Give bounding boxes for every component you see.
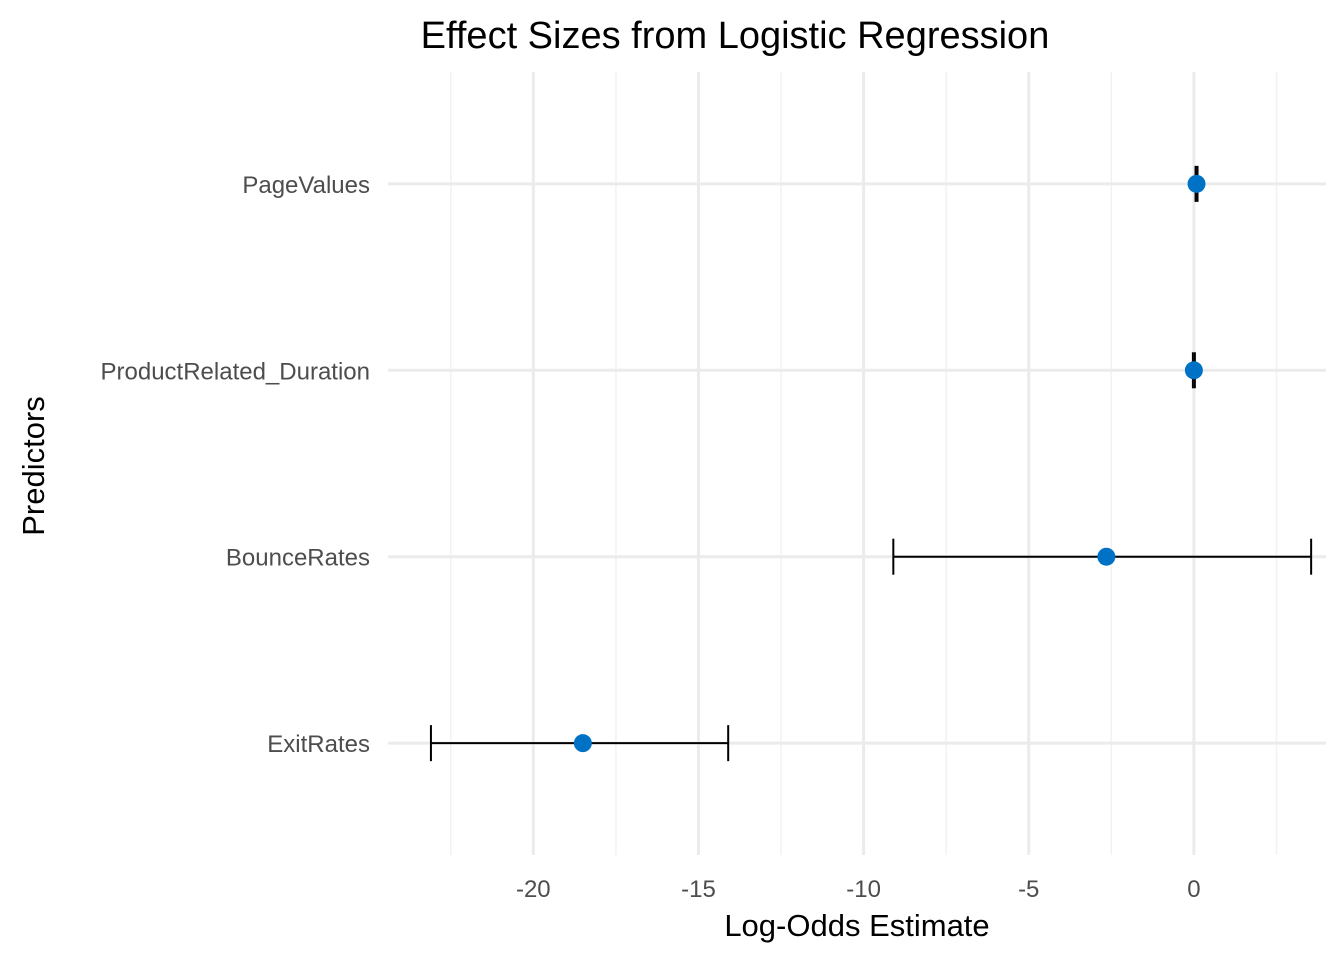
x-tick-label: -10 bbox=[846, 876, 881, 903]
grid-layer bbox=[388, 72, 1326, 855]
y-tick-label: PageValues bbox=[242, 172, 370, 199]
point-layer bbox=[573, 174, 1206, 753]
estimate-point bbox=[1187, 174, 1206, 193]
errorbar-layer bbox=[429, 165, 1313, 762]
x-tick-labels: -20 -15 -10 -5 0 bbox=[516, 876, 1201, 903]
y-tick-label: BounceRates bbox=[226, 545, 370, 572]
y-tick-label: ExitRates bbox=[267, 731, 370, 758]
x-tick-label: -15 bbox=[681, 876, 716, 903]
y-tick-labels: ExitRates BounceRates ProductRelated_Durat… bbox=[101, 172, 371, 758]
estimate-point bbox=[1097, 547, 1116, 566]
x-tick-label: 0 bbox=[1187, 876, 1200, 903]
y-axis-title: Predictors bbox=[16, 396, 51, 536]
x-axis-title: Log-Odds Estimate bbox=[724, 908, 989, 943]
chart-title: Effect Sizes from Logistic Regression bbox=[421, 15, 1050, 57]
estimate-point bbox=[573, 734, 592, 753]
x-tick-label: -5 bbox=[1018, 876, 1039, 903]
x-tick-label: -20 bbox=[516, 876, 551, 903]
y-tick-label: ProductRelated_Duration bbox=[101, 358, 371, 385]
estimate-point bbox=[1184, 361, 1203, 380]
